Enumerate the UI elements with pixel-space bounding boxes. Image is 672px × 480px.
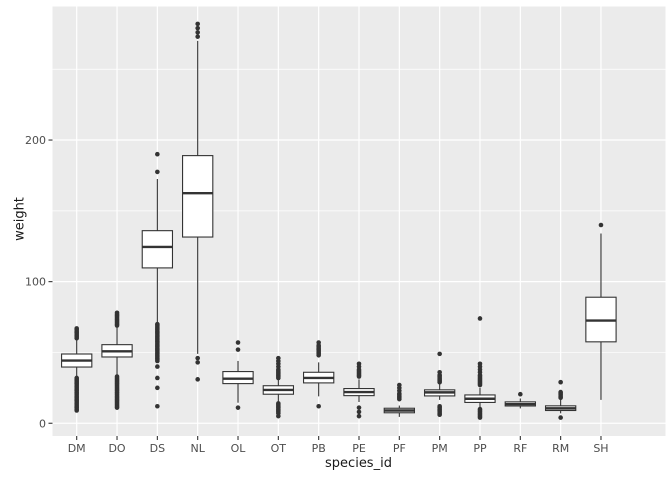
outlier-point	[195, 360, 200, 365]
outlier-point	[235, 405, 241, 410]
outlier-point	[316, 403, 321, 409]
outlier-point	[477, 406, 483, 412]
outlier-point	[356, 405, 362, 410]
outlier-point	[155, 364, 160, 369]
x-tick-label: SH	[593, 442, 608, 455]
boxplot-RF	[504, 391, 536, 409]
outlier-point	[558, 389, 563, 395]
outlier-point	[356, 409, 362, 415]
boxplot-PE	[343, 361, 375, 419]
outlier-point	[235, 347, 241, 352]
outlier-point	[155, 169, 160, 175]
x-tick-label: RF	[513, 442, 527, 455]
x-tick-label: NL	[191, 442, 206, 455]
boxplot-PB	[302, 340, 335, 409]
y-tick-label: 200	[25, 134, 46, 147]
x-tick-label: RM	[552, 442, 569, 455]
outlier-point	[155, 151, 160, 157]
outlier-point	[276, 401, 281, 406]
outlier-point	[397, 382, 402, 388]
box-iqr	[182, 155, 214, 238]
outlier-point	[195, 25, 200, 31]
outlier-point	[195, 377, 200, 382]
outlier-point	[155, 375, 160, 381]
x-tick-label: PP	[473, 442, 487, 455]
x-tick-label: PE	[352, 442, 366, 455]
outlier-point	[195, 355, 200, 361]
outlier-point	[558, 379, 563, 385]
boxplot-NL	[182, 21, 214, 382]
outlier-point	[74, 375, 79, 381]
outlier-point	[195, 34, 200, 39]
outlier-point	[558, 415, 563, 420]
outlier-point	[276, 355, 281, 361]
outlier-point	[114, 374, 120, 379]
outlier-point	[155, 321, 160, 327]
boxplot-PM	[423, 351, 456, 418]
box-iqr	[141, 230, 174, 269]
boxplot-SH	[585, 222, 617, 400]
outlier-point	[155, 385, 160, 391]
x-tick-label: DM	[68, 442, 86, 455]
x-tick-label: DO	[108, 442, 125, 455]
outlier-point	[114, 310, 120, 316]
y-tick-label: 100	[25, 276, 46, 289]
boxplot-DS	[141, 151, 174, 409]
x-tick-label: PF	[393, 442, 406, 455]
outlier-point	[437, 351, 442, 357]
y-tick-label: 0	[39, 417, 46, 430]
boxplot-PF	[383, 382, 416, 417]
x-tick-label: PB	[312, 442, 326, 455]
outlier-point	[437, 403, 442, 409]
outlier-point	[356, 361, 362, 367]
y-axis-title: weight	[12, 197, 28, 241]
boxplot-OT	[262, 355, 295, 419]
outlier-point	[356, 413, 362, 419]
outlier-point	[155, 403, 160, 409]
boxplot-RM	[544, 379, 577, 420]
x-tick-label: OT	[271, 442, 287, 455]
outlier-point	[195, 21, 200, 27]
x-tick-label: DS	[150, 442, 165, 455]
outlier-point	[477, 361, 483, 367]
boxplot-DO	[101, 310, 133, 410]
outlier-point	[598, 222, 604, 228]
outlier-point	[74, 326, 79, 331]
boxplot-DM	[61, 326, 93, 413]
x-tick-label: OL	[231, 442, 247, 455]
boxplot-PP	[464, 316, 496, 420]
outlier-point	[477, 316, 483, 321]
outlier-point	[316, 340, 321, 345]
outlier-point	[195, 30, 200, 35]
x-axis-title: species_id	[325, 456, 392, 471]
outlier-point	[235, 340, 241, 345]
outlier-point	[437, 369, 442, 375]
outlier-point	[518, 391, 523, 397]
boxplot-OL	[222, 340, 254, 410]
x-tick-label: PM	[432, 442, 448, 455]
